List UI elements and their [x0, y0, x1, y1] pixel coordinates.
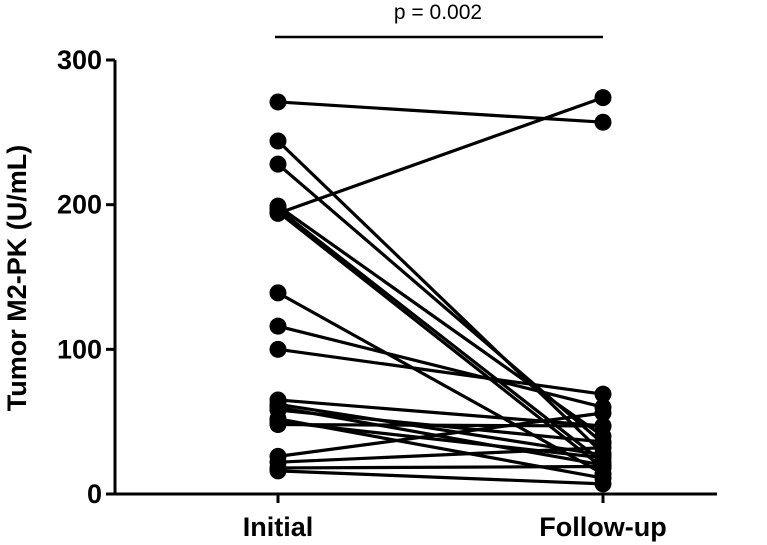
y-tick-label: 200: [57, 190, 102, 220]
data-point: [269, 132, 287, 150]
data-points: [269, 89, 612, 493]
data-point: [269, 155, 287, 173]
data-point: [269, 462, 287, 480]
data-point: [269, 203, 287, 221]
data-point: [269, 416, 287, 434]
subject-line: [277, 291, 604, 476]
data-point: [594, 404, 612, 422]
subject-line: [276, 139, 605, 455]
data-point: [594, 417, 612, 435]
data-point: [594, 113, 612, 131]
y-tick-label: 100: [57, 334, 102, 364]
subject-line: [277, 422, 604, 428]
y-tick-label: 300: [57, 45, 102, 75]
data-point: [269, 340, 287, 358]
data-point: [594, 385, 612, 403]
subject-line: [277, 324, 604, 409]
subject-line: [277, 100, 604, 124]
series-lines: [276, 96, 605, 486]
y-tick-label: 0: [87, 479, 102, 509]
subject-line: [277, 402, 604, 457]
subject-line: [277, 204, 604, 438]
x-tick-label: Follow-up: [539, 512, 666, 542]
axes: 0 100 200 300 Initial Follow-up: [57, 45, 717, 542]
subject-line: [277, 347, 604, 396]
data-point: [594, 439, 612, 457]
data-point: [269, 284, 287, 302]
data-point: [269, 317, 287, 335]
significance-label: p = 0.002: [394, 1, 482, 24]
subject-line: [277, 469, 604, 486]
data-point: [594, 89, 612, 107]
y-axis-title: Tumor M2-PK (U/mL): [2, 145, 32, 411]
subject-line: [277, 96, 604, 215]
x-tick-label: Initial: [243, 512, 314, 542]
data-point: [594, 475, 612, 493]
subject-line: [277, 411, 604, 458]
subject-line: [277, 446, 604, 464]
data-point: [269, 93, 287, 111]
data-point: [594, 458, 612, 476]
subject-line: [277, 464, 604, 470]
subject-line: [277, 420, 604, 460]
